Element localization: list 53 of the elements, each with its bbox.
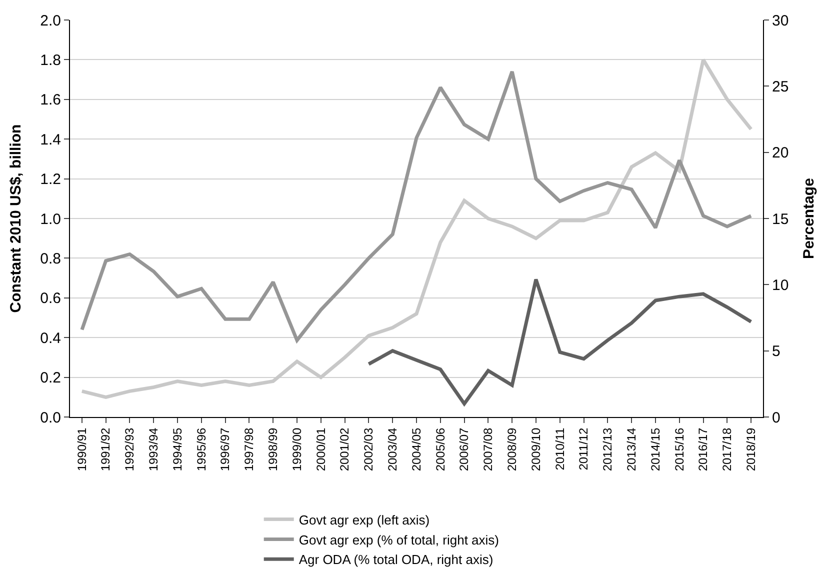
- x-tick-label: 1996/97: [218, 427, 232, 472]
- y-tick-label: 0.8: [40, 250, 61, 268]
- x-tick-label: 1991/92: [98, 427, 113, 472]
- y-axis-title: Constant 2010 US$, billion: [7, 124, 24, 313]
- x-tick-label: 2005/06: [433, 427, 448, 472]
- x-tick-label: 2008/09: [504, 427, 519, 472]
- x-tick-label: 2013/14: [624, 427, 638, 472]
- y-tick-label: 1.4: [40, 131, 61, 148]
- y2-tick-label: 0: [772, 409, 780, 426]
- x-tick-label: 2016/17: [696, 427, 710, 472]
- legend-label: Govt agr exp (left axis): [298, 512, 430, 528]
- y-tick-label: 0.4: [40, 330, 61, 347]
- x-tick-label: 1992/93: [122, 427, 137, 472]
- x-tick-label: 2011/12: [576, 427, 591, 470]
- x-tick-label: 2004/05: [409, 427, 424, 472]
- y2-tick-label: 15: [772, 210, 789, 228]
- y-tick-label: 1.6: [40, 92, 61, 109]
- y2-axis-title: Percentage: [800, 178, 818, 259]
- x-tick-label: 1993/94: [146, 427, 161, 472]
- legend-label: Govt agr exp (% of total, right axis): [298, 532, 499, 548]
- x-tick-label: 1994/95: [170, 427, 184, 472]
- x-tick-label: 2006/07: [457, 427, 472, 472]
- legend-label: Agr ODA (% total ODA, right axis): [298, 552, 494, 568]
- y-tick-label: 2.0: [40, 12, 61, 30]
- y-tick-label: 1.2: [40, 171, 61, 188]
- x-tick-label: 2003/04: [386, 427, 400, 472]
- x-tick-label: 1998/99: [266, 427, 280, 472]
- x-tick-label: 2012/13: [600, 427, 615, 472]
- y-tick-label: 0.6: [40, 290, 61, 308]
- x-tick-label: 1997/98: [242, 427, 256, 472]
- y2-tick-label: 5: [772, 343, 780, 360]
- x-tick-label: 1990/91: [74, 427, 89, 472]
- y-tick-label: 1.0: [40, 210, 61, 228]
- x-tick-label: 2010/11: [552, 427, 567, 470]
- y-tick-label: 1.8: [40, 52, 61, 69]
- x-tick-label: 2000/01: [314, 427, 328, 472]
- x-tick-label: 2001/02: [338, 427, 352, 472]
- y-tick-label: 0.0: [40, 409, 61, 426]
- y2-tick-label: 25: [772, 78, 789, 96]
- y-tick-label: 0.2: [40, 370, 61, 387]
- x-tick-label: 2007/08: [481, 427, 496, 472]
- y2-tick-label: 30: [772, 12, 789, 30]
- x-tick-label: 2017/18: [720, 427, 734, 472]
- x-tick-label: 2002/03: [362, 427, 376, 472]
- x-tick-label: 1999/00: [290, 427, 304, 472]
- x-tick-label: 2018/19: [744, 427, 758, 472]
- x-tick-label: 2015/16: [672, 427, 686, 472]
- y2-tick-label: 10: [772, 276, 789, 294]
- x-tick-label: 2009/10: [528, 427, 543, 472]
- y2-tick-label: 20: [772, 144, 789, 162]
- x-tick-label: 1995/96: [194, 427, 208, 472]
- x-tick-label: 2014/15: [648, 427, 662, 472]
- line-series: [366, 278, 753, 406]
